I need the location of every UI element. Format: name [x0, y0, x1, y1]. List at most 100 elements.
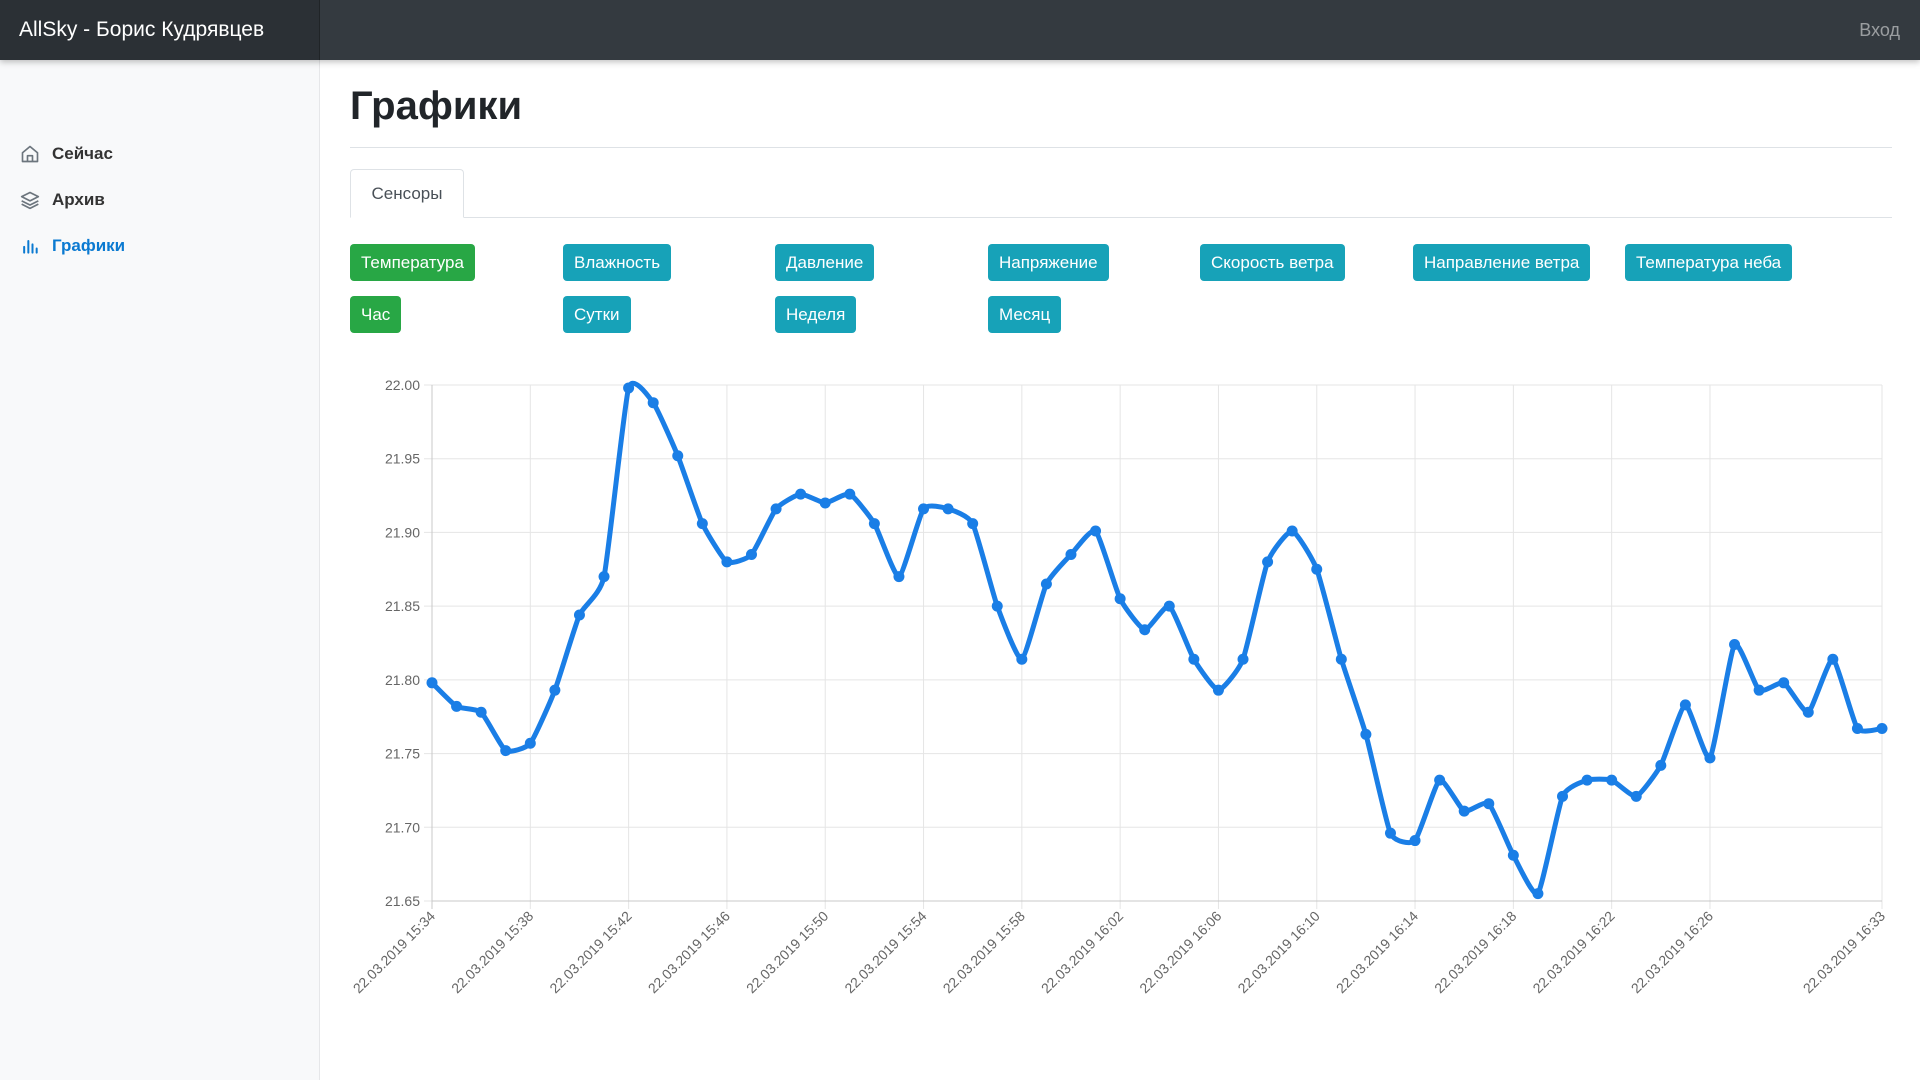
data-point: [1262, 556, 1274, 568]
data-point: [942, 503, 954, 515]
data-point: [745, 549, 757, 561]
y-tick-label: 21.85: [385, 598, 420, 614]
data-point: [1581, 774, 1593, 786]
sidebar-item-label: Сейчас: [52, 144, 113, 163]
data-point: [1532, 888, 1544, 900]
data-point: [868, 518, 880, 530]
y-tick-label: 21.70: [385, 819, 420, 835]
data-point: [1090, 525, 1102, 537]
data-point: [1507, 849, 1519, 861]
period-button-hour[interactable]: Час: [350, 296, 402, 333]
sidebar-item-charts[interactable]: Графики: [20, 231, 125, 261]
sensor-button-wind-speed[interactable]: Скорость ветра: [1200, 244, 1345, 281]
x-tick-label: 22.03.2019 15:34: [350, 908, 439, 997]
data-point: [1040, 578, 1052, 590]
data-point: [1778, 677, 1790, 689]
y-tick-label: 21.90: [385, 524, 420, 540]
x-tick-label: 22.03.2019 15:38: [448, 908, 537, 997]
data-point: [1163, 600, 1175, 612]
x-tick-label: 22.03.2019 16:22: [1529, 908, 1618, 997]
tabs-divider: [350, 217, 1892, 218]
data-point: [1016, 653, 1028, 665]
series-line: [429, 380, 1885, 897]
data-point: [1655, 759, 1667, 771]
data-point: [1360, 728, 1372, 740]
data-point: [1434, 774, 1446, 786]
data-point: [967, 518, 979, 530]
data-point: [1212, 684, 1224, 696]
data-point: [1065, 549, 1077, 561]
sidebar: Сейчас Архив Графики: [0, 60, 320, 1080]
data-point: [524, 737, 536, 749]
y-tick-label: 21.80: [385, 672, 420, 688]
data-point: [573, 609, 585, 621]
title-divider: [350, 147, 1892, 148]
data-point: [1188, 653, 1200, 665]
x-tick-label: 22.03.2019 16:06: [1136, 908, 1225, 997]
data-point: [1237, 653, 1249, 665]
x-tick-label: 22.03.2019 15:58: [940, 908, 1029, 997]
sidebar-item-now[interactable]: Сейчас: [20, 139, 113, 169]
top-navbar: AllSky - Борис Кудрявцев Вход: [0, 0, 1920, 60]
y-tick-label: 21.95: [385, 451, 420, 467]
data-point: [918, 503, 930, 515]
x-tick-label: 22.03.2019 16:02: [1038, 908, 1127, 997]
sidebar-item-label: Графики: [52, 236, 126, 255]
data-point: [696, 518, 708, 530]
data-point: [1311, 563, 1323, 575]
x-tick-label: 22.03.2019 16:18: [1431, 908, 1520, 997]
sensor-button-humidity[interactable]: Влажность: [563, 244, 672, 281]
x-tick-label: 22.03.2019 16:10: [1234, 908, 1323, 997]
data-point: [1483, 798, 1495, 810]
bar-chart-icon: [23, 240, 38, 254]
x-tick-label: 22.03.2019 16:26: [1628, 908, 1717, 997]
y-tick-label: 21.65: [385, 893, 420, 909]
data-point: [1704, 752, 1716, 764]
x-tick-label: 22.03.2019 15:46: [645, 908, 734, 997]
data-point: [893, 571, 905, 583]
data-point: [1458, 805, 1470, 817]
sensor-button-wind-direction[interactable]: Направление ветра: [1413, 244, 1591, 281]
sidebar-item-label: Архив: [52, 190, 105, 209]
data-point: [1753, 684, 1765, 696]
data-point: [672, 450, 684, 462]
data-point: [500, 745, 512, 757]
data-point: [1335, 653, 1347, 665]
period-button-week[interactable]: Неделя: [775, 296, 857, 333]
x-tick-label: 22.03.2019 16:14: [1333, 908, 1422, 997]
brand-title[interactable]: AllSky - Борис Кудрявцев: [0, 0, 320, 60]
page-title: Графики: [350, 84, 523, 128]
data-point: [1114, 593, 1126, 605]
sensor-button-voltage[interactable]: Напряжение: [988, 244, 1109, 281]
layers-icon: [20, 191, 40, 210]
data-point: [426, 677, 438, 689]
data-point: [549, 684, 561, 696]
y-tick-label: 22.00: [385, 377, 420, 393]
data-point: [1630, 790, 1642, 802]
data-point: [1384, 827, 1396, 839]
period-button-month[interactable]: Месяц: [988, 296, 1062, 333]
sensor-button-temperature[interactable]: Температура: [350, 244, 475, 281]
tab-sensors[interactable]: Сенсоры: [350, 169, 464, 218]
data-point: [1802, 706, 1814, 718]
data-point: [721, 556, 733, 568]
data-point: [1679, 699, 1691, 711]
data-point: [475, 706, 487, 718]
x-tick-label: 22.03.2019 15:50: [743, 908, 832, 997]
data-point: [1139, 624, 1151, 636]
data-point: [598, 571, 610, 583]
sensor-button-pressure[interactable]: Давление: [775, 244, 875, 281]
sidebar-item-archive[interactable]: Архив: [20, 185, 105, 215]
login-link[interactable]: Вход: [1859, 20, 1900, 40]
sensor-button-sky-temperature[interactable]: Температура неба: [1625, 244, 1793, 281]
data-point: [1606, 774, 1618, 786]
data-point: [1409, 835, 1421, 847]
period-button-day[interactable]: Сутки: [563, 296, 631, 333]
data-point: [991, 600, 1003, 612]
data-point: [1286, 525, 1298, 537]
y-tick-label: 21.75: [385, 746, 420, 762]
x-tick-label: 22.03.2019 16:33: [1800, 908, 1889, 997]
data-point: [1557, 790, 1569, 802]
data-point: [647, 397, 659, 409]
